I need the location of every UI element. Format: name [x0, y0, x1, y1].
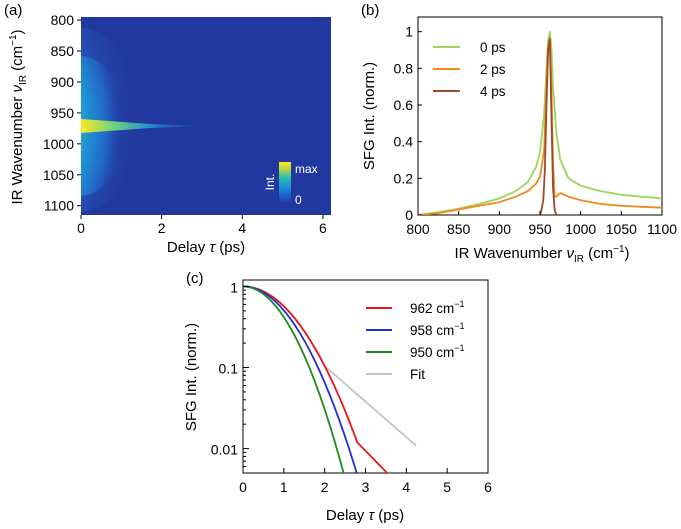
xlabel-c-unit: (ps): [374, 507, 404, 524]
xlabel-b-sub: IR: [574, 254, 584, 265]
xlabel-c: Delay τ (ps): [326, 507, 404, 524]
legend-label-c: Fit: [410, 367, 425, 382]
series-line-b-1: [418, 36, 662, 215]
colorbar-max-label: max: [295, 162, 318, 176]
xtick-label-c: 6: [484, 479, 492, 495]
ylabel-c: SFG Int. (norm.): [183, 323, 200, 431]
axes-a: 0 2 4 6 800 850 900 950 1000 1050 1100: [43, 12, 327, 236]
ytick-label-b: 0.2: [394, 170, 414, 186]
ytick-label-a: 1050: [43, 167, 74, 183]
heatmap-streak: [81, 119, 210, 133]
xlabel-c-sym: τ: [368, 507, 375, 524]
ytick-label-b: 0.8: [394, 60, 414, 76]
xlabel-b-exp: −1: [613, 244, 625, 255]
xtick-label-c: 1: [280, 479, 288, 495]
xlabel-a: Delay τ (ps): [167, 239, 245, 256]
ytick-label-a: 1100: [44, 198, 74, 214]
xtick-label-b: 1050: [606, 221, 637, 237]
legend-label-c: 962 cm−1: [410, 299, 465, 316]
xlabel-b-post: ): [625, 245, 630, 262]
ytick-label-a: 950: [51, 105, 75, 121]
legend-label-c-exp: −1: [454, 343, 464, 353]
ytick-label-c: 1: [230, 279, 238, 295]
series-group-c: [243, 285, 417, 473]
xlabel-c-main: Delay: [326, 507, 369, 524]
axes-b: 800 850 900 950 1000 1050 1100 0 0.2 0.4 0.6 0.8 1: [394, 24, 678, 237]
ytick-label-b: 1: [405, 24, 413, 40]
legend-label-c-exp: −1: [454, 299, 464, 309]
series-line-b-2: [535, 38, 561, 215]
ylabel-b: SFG Int. (norm.): [361, 62, 378, 170]
ytick-label-b: 0: [405, 207, 413, 223]
ytick-label-b: 0.6: [394, 97, 414, 113]
colorbar-min-label: 0: [295, 193, 302, 207]
legend-label-b: 4 ps: [480, 84, 506, 99]
xtick-label-c: 2: [321, 479, 329, 495]
ylabel-a-unit-post: ): [9, 29, 26, 34]
series-group-b: [418, 30, 662, 215]
xtick-label-b: 1100: [647, 221, 677, 237]
xtick-label-a: 6: [319, 220, 327, 236]
ytick-label-c: 0.01: [211, 442, 238, 458]
series-line-b-0: [418, 30, 662, 215]
colorbar: max 0 Int.: [263, 162, 318, 207]
ytick-label-a: 1000: [43, 136, 74, 152]
colorbar-title: Int.: [263, 174, 277, 191]
ylabel-a-main: IR Wavenumber: [9, 93, 26, 205]
xtick-label-b: 950: [528, 221, 552, 237]
xtick-label-c: 4: [402, 479, 410, 495]
xtick-label-b: 1000: [565, 221, 596, 237]
series-line-c-1: [243, 285, 358, 473]
legend-label-b: 0 ps: [480, 40, 506, 55]
legend-label-c: 950 cm−1: [410, 343, 465, 360]
xlabel-a-unit: (ps): [215, 239, 245, 256]
ytick-label-b: 0.4: [394, 134, 414, 150]
colorbar-gradient: [279, 162, 291, 202]
ytick-label-a: 800: [51, 12, 75, 28]
xtick-label-a: 2: [158, 220, 166, 236]
panel-b-label: (b): [361, 2, 379, 19]
legend-b: 0 ps 2 ps 4 ps: [433, 40, 506, 99]
xlabel-a-main: Delay: [167, 239, 210, 256]
ylabel-a-sym: ν: [9, 85, 26, 93]
legend-label-b: 2 ps: [480, 62, 506, 77]
xlabel-a-sym: τ: [209, 239, 216, 256]
legend-label-c-exp: −1: [454, 321, 464, 331]
ylabel-a-unit-pre: (cm: [9, 46, 26, 75]
panel-c-label: (c): [186, 270, 204, 287]
heatmap-a: [81, 17, 331, 215]
legend-label-c: 958 cm−1: [410, 321, 465, 338]
xlabel-b-unit: (cm: [584, 245, 613, 262]
xtick-label-b: 900: [488, 221, 512, 237]
ytick-label-a: 900: [51, 74, 75, 90]
ytick-label-a: 850: [51, 43, 75, 59]
xtick-label-a: 0: [77, 220, 85, 236]
xtick-label-b: 850: [447, 221, 471, 237]
series-line-c-0: [243, 285, 389, 473]
legend-c: 962 cm−1 958 cm−1 950 cm−1 Fit: [366, 299, 465, 382]
xtick-label-a: 4: [238, 220, 246, 236]
axes-c: 0 1 2 3 4 5 6 1 0.1 0.01: [211, 279, 492, 495]
series-line-c-2: [243, 285, 345, 473]
ytick-label-c: 0.1: [219, 361, 239, 377]
xlabel-b-main: IR Wavenumber: [454, 245, 566, 262]
xtick-label-c: 5: [443, 479, 451, 495]
xlabel-b-sym: ν: [566, 245, 574, 262]
ylabel-a: IR Wavenumber νIR (cm−1): [8, 29, 29, 204]
ylabel-a-unit-exp: −1: [8, 34, 19, 46]
xtick-label-b: 800: [406, 221, 430, 237]
xlabel-b: IR Wavenumber νIR (cm−1): [454, 244, 629, 265]
ylabel-a-sub: IR: [18, 75, 29, 85]
xtick-label-c: 0: [239, 479, 247, 495]
panel-a-label: (a): [4, 2, 22, 19]
xtick-label-c: 3: [362, 479, 370, 495]
